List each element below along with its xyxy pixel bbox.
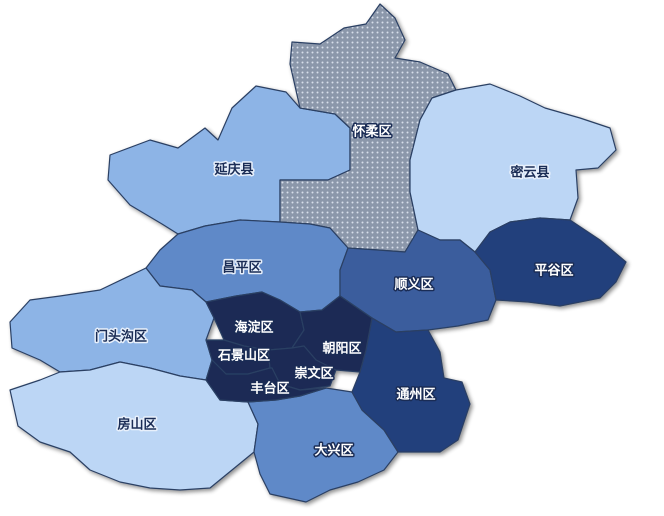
district-fengtai[interactable] [205, 359, 327, 403]
label-changping: 昌平区 [222, 261, 261, 276]
label-shunyi: 顺义区 [394, 277, 433, 293]
label-chongwen: 崇文区 [294, 366, 333, 382]
label-mentougou: 门头沟区 [95, 329, 147, 345]
district-tongzhou[interactable] [351, 317, 471, 453]
label-pinggu: 平谷区 [534, 263, 573, 279]
label-fangshan: 房山区 [117, 417, 156, 433]
label-miyun: 密云县 [509, 165, 549, 181]
label-daxing: 大兴区 [314, 443, 353, 459]
label-chaoyang: 朝阳区 [322, 341, 361, 357]
label-fengtai: 丰台区 [250, 381, 289, 397]
label-tongzhou: 通州区 [396, 387, 435, 403]
label-huairou: 怀柔区 [352, 124, 391, 140]
label-shijingshan: 石景山区 [217, 348, 270, 364]
label-yanqing: 延庆县 [213, 162, 253, 178]
district-labels: 怀柔区 延庆县 密云县 昌平区 顺义区 平谷区 门头沟区 海淀区 石景山区 朝阳… [93, 122, 575, 460]
label-haidian: 海淀区 [234, 320, 273, 336]
district-chaoyang[interactable] [291, 295, 373, 373]
district-pinggu[interactable] [474, 217, 627, 307]
